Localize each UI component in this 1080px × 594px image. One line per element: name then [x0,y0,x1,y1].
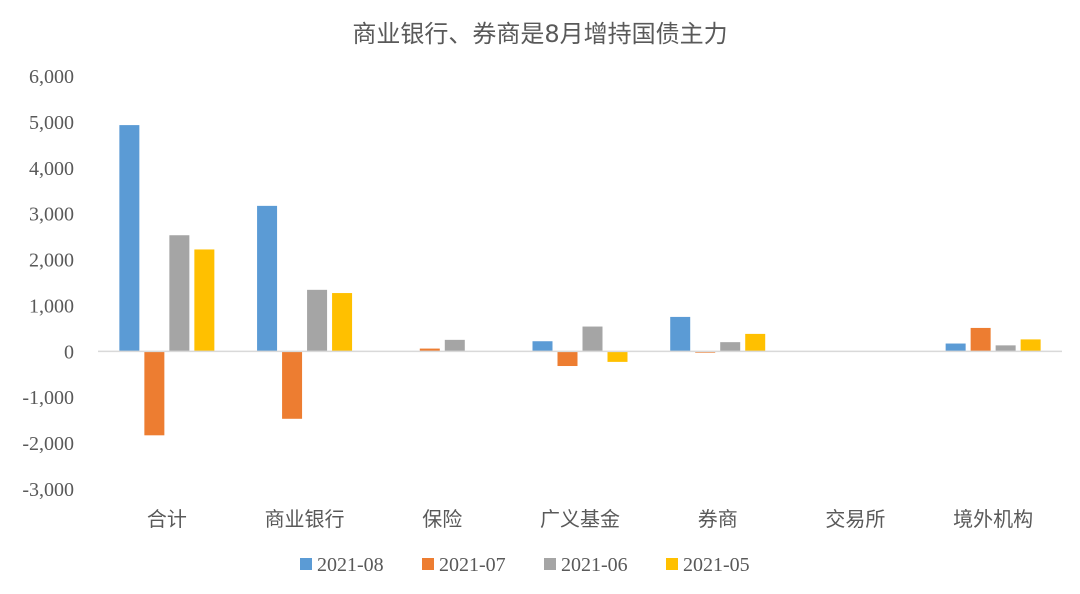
y-tick-label: 2,000 [29,250,74,272]
bar-2021-06-境外机构 [995,345,1016,352]
x-tick-label: 保险 [422,507,462,531]
bar-2021-06-商业银行 [307,289,328,352]
y-tick-label: -2,000 [22,433,74,455]
y-tick-label: 6,000 [29,66,74,88]
bar-2021-08-广义基金 [532,341,553,352]
x-tick-label: 合计 [147,507,187,531]
bar-2021-06-券商 [720,342,741,352]
legend-label: 2021-07 [439,554,506,576]
x-tick-label: 商业银行 [265,507,345,531]
x-tick-label: 交易所 [825,507,885,531]
y-tick-label: 0 [64,341,74,363]
y-tick-label: -1,000 [22,387,74,409]
bar-2021-08-券商 [670,316,691,352]
bar-2021-06-保险 [444,339,465,352]
bar-2021-05-合计 [194,249,215,352]
bar-2021-08-合计 [119,125,140,352]
bar-2021-06-合计 [169,235,190,352]
y-tick-label: 4,000 [29,158,74,180]
legend: 2021-08 2021-07 2021-06 2021-05 [300,554,750,576]
bar-2021-07-合计 [144,351,165,436]
legend-label: 2021-08 [317,554,384,576]
bars [119,125,1041,436]
bar-2021-08-商业银行 [257,205,278,352]
y-tick-label: 1,000 [29,295,74,317]
legend-label: 2021-05 [683,554,750,576]
legend-label: 2021-06 [561,554,628,576]
bar-2021-08-境外机构 [945,343,966,352]
y-tick-label: 3,000 [29,204,74,226]
legend-swatch [666,558,678,570]
bar-2021-05-广义基金 [607,351,628,362]
chart-title: 商业银行、券商是8月增持国债主力 [352,20,727,48]
x-tick-label: 券商 [698,507,738,531]
x-axis-ticks: 合计 商业银行 保险 广义基金 券商 交易所 境外机构 [147,507,1033,531]
bar-2021-07-保险 [419,348,440,352]
bar-2021-07-广义基金 [557,351,578,367]
legend-swatch [422,558,434,570]
bar-2021-07-商业银行 [282,351,303,419]
bar-2021-05-商业银行 [332,293,353,352]
bar-2021-05-券商 [745,333,766,352]
bar-2021-05-境外机构 [1020,339,1041,352]
y-axis-ticks: 6,000 5,000 4,000 3,000 2,000 1,000 0 -1,000 -2,… [22,66,74,501]
y-tick-label: 5,000 [29,112,74,134]
y-tick-label: -3,000 [22,479,74,501]
bar-2021-07-境外机构 [970,327,991,352]
x-tick-label: 广义基金 [540,507,620,531]
bar-2021-06-广义基金 [582,326,603,352]
legend-swatch [300,558,312,570]
x-tick-label: 境外机构 [953,507,1033,531]
legend-swatch [544,558,556,570]
